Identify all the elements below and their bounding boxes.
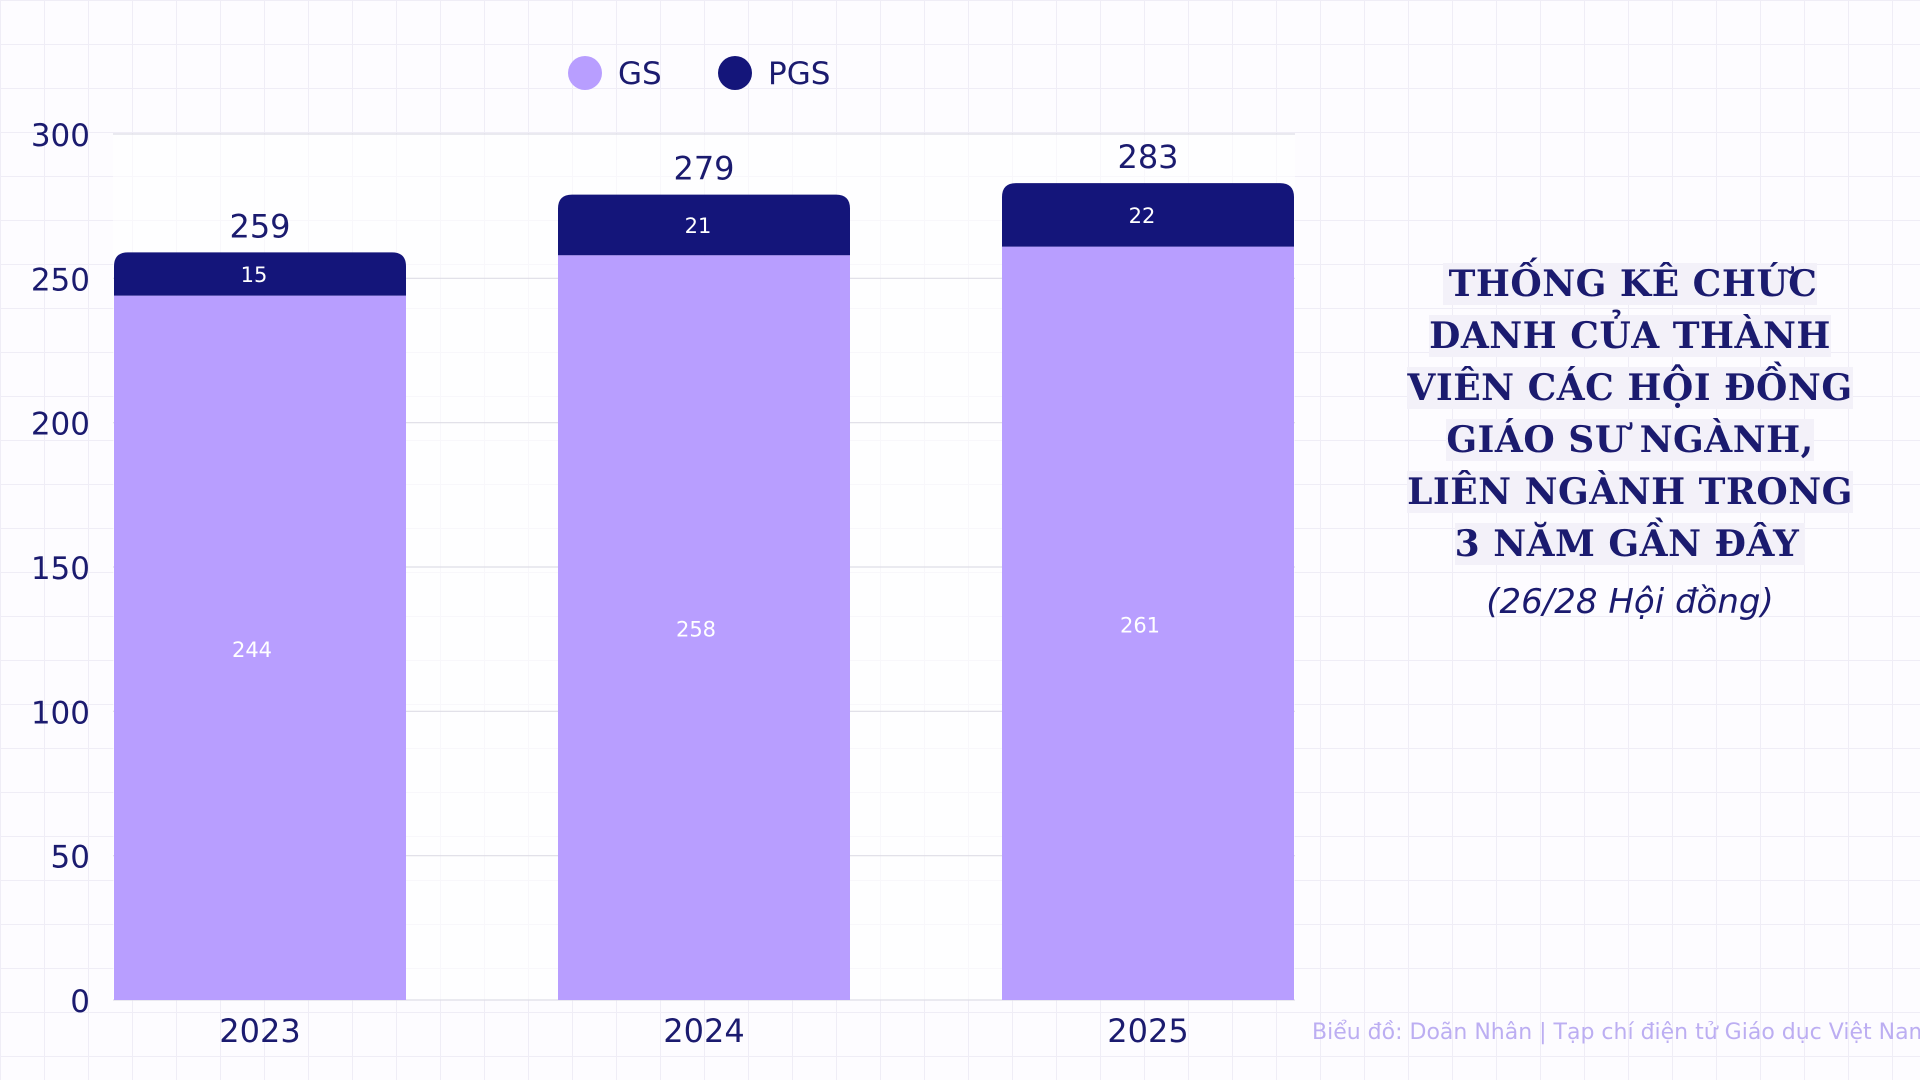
data-label-pgs-2024: 21 [685, 214, 712, 238]
total-label-2025: 283 [1117, 138, 1178, 176]
y-tick-label: 150 [31, 551, 90, 587]
legend-marker-gs [568, 56, 602, 90]
x-tick-label: 2024 [663, 1012, 744, 1050]
data-label-gs-2024: 258 [676, 618, 716, 642]
legend-marker-pgs [718, 56, 752, 90]
y-tick-label: 300 [31, 118, 90, 154]
y-tick-label: 100 [31, 695, 90, 731]
chart-title: THỐNG KÊ CHỨC DANH CỦA THÀNH VIÊN CÁC HỘ… [1407, 263, 1853, 565]
total-label-2023: 259 [229, 207, 290, 245]
bar-gs-2025 [1002, 246, 1294, 1000]
y-tick-label: 200 [31, 407, 90, 443]
data-label-pgs-2023: 15 [241, 263, 268, 287]
chart-title-block: THỐNG KÊ CHỨC DANH CỦA THÀNH VIÊN CÁC HỘ… [1395, 258, 1865, 622]
y-tick-label: 50 [51, 840, 90, 876]
total-label-2024: 279 [673, 150, 734, 188]
bar-pgs-2023 [114, 252, 406, 296]
chart-credit: Biểu đồ: Doãn Nhân | Tạp chí điện tử Giá… [1312, 1020, 1920, 1045]
bar-gs-2024 [558, 255, 850, 1001]
x-tick-label: 2025 [1107, 1012, 1188, 1050]
bar-pgs-2024 [558, 194, 850, 256]
x-tick-label: 2023 [219, 1012, 300, 1050]
bar-pgs-2025 [1002, 183, 1294, 247]
bar-gs-2023 [114, 295, 406, 1000]
y-tick-label: 0 [70, 984, 90, 1020]
legend-label-gs: GS [618, 56, 662, 92]
data-label-pgs-2025: 22 [1129, 204, 1156, 228]
legend-label-pgs: PGS [768, 56, 830, 92]
data-label-gs-2025: 261 [1120, 613, 1160, 637]
y-tick-label: 250 [31, 262, 90, 298]
chart-subtitle: (26/28 Hội đồng) [1486, 582, 1774, 622]
data-label-gs-2023: 244 [232, 638, 272, 662]
